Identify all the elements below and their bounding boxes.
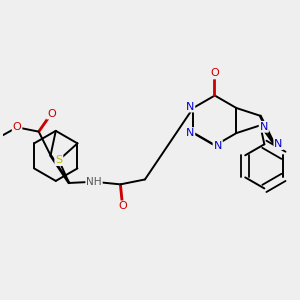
Text: N: N — [260, 122, 268, 132]
Text: O: O — [13, 122, 21, 132]
Text: N: N — [274, 139, 283, 149]
Text: N: N — [214, 141, 222, 151]
Text: O: O — [118, 201, 127, 211]
Text: N: N — [186, 128, 194, 138]
Text: NH: NH — [86, 177, 102, 187]
Text: O: O — [47, 109, 56, 118]
Text: O: O — [210, 68, 219, 78]
Text: N: N — [186, 102, 194, 112]
Text: S: S — [55, 155, 62, 165]
